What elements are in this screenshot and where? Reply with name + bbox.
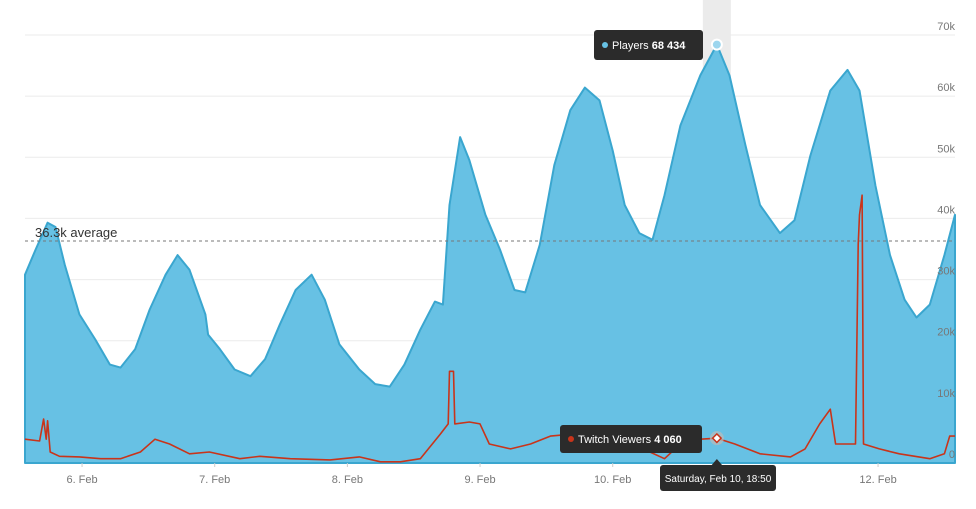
- date-tooltip: [660, 465, 776, 491]
- date-tooltip-arrow: [710, 459, 723, 466]
- twitch-tooltip-dot: [568, 436, 574, 442]
- y-tick-label: 0: [949, 449, 955, 461]
- y-tick-label: 30k: [937, 266, 955, 278]
- players-tooltip-name: Players: [612, 40, 649, 52]
- x-tick-label: 6. Feb: [66, 474, 97, 486]
- twitch-tooltip: [560, 425, 702, 453]
- date-tooltip-text: Saturday, Feb 10, 18:50: [665, 474, 772, 485]
- y-tick-label: 70k: [937, 21, 955, 33]
- players-tooltip-value: 68 434: [652, 40, 687, 52]
- y-tick-label: 40k: [937, 204, 955, 216]
- players-tooltip-dot: [602, 42, 608, 48]
- y-tick-label: 20k: [937, 327, 955, 339]
- x-tick-label: 8. Feb: [332, 474, 363, 486]
- twitch-tooltip-value: 4 060: [654, 434, 682, 446]
- twitch-tooltip-text: Twitch Viewers 4 060: [578, 434, 682, 446]
- players-area: [24, 43, 956, 464]
- players-tooltip: [594, 30, 703, 60]
- x-tick-label: 12. Feb: [859, 474, 896, 486]
- x-tick-label: 7. Feb: [199, 474, 230, 486]
- y-tick-label: 60k: [937, 82, 955, 94]
- players-marker: [710, 38, 723, 51]
- twitch-line: [24, 194, 955, 463]
- x-tick-label: 9. Feb: [464, 474, 495, 486]
- y-tick-label: 50k: [937, 143, 955, 155]
- players-tooltip-text: Players 68 434: [612, 40, 686, 52]
- twitch-tooltip-name: Twitch Viewers: [578, 434, 652, 446]
- x-tick-label: 10. Feb: [594, 474, 631, 486]
- y-tick-label: 10k: [937, 388, 955, 400]
- twitch-marker: [711, 432, 723, 444]
- average-label: 36.3k average: [35, 225, 117, 240]
